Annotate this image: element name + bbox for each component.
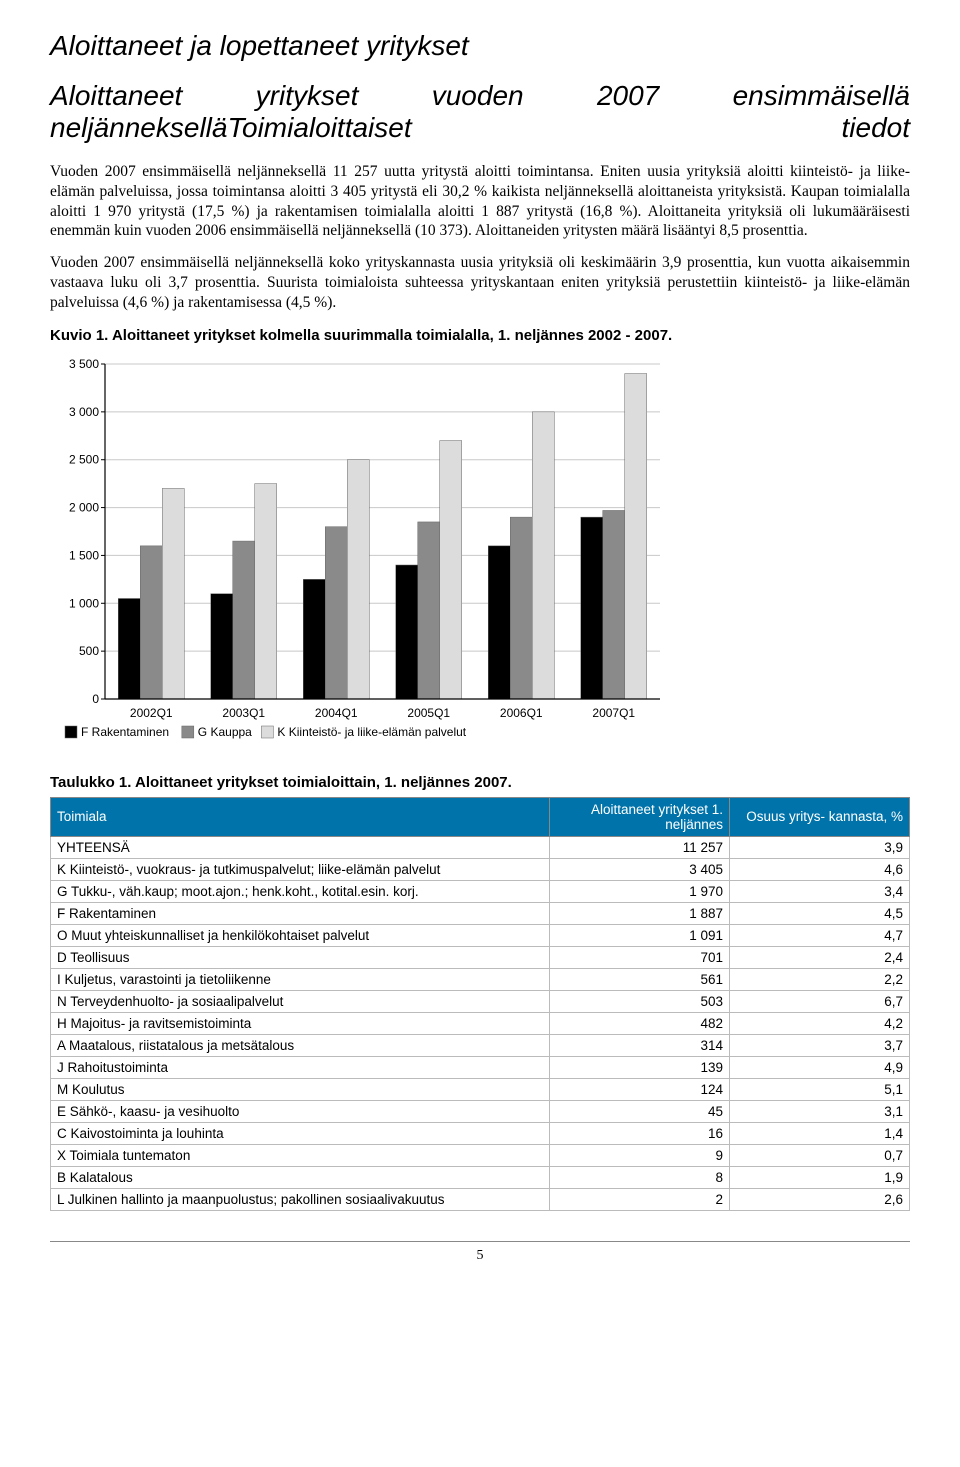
table-row: J Rahoitustoiminta1394,9 bbox=[51, 1056, 910, 1078]
table-cell: X Toimiala tuntematon bbox=[51, 1144, 550, 1166]
data-table: Toimiala Aloittaneet yritykset 1. neljän… bbox=[50, 797, 910, 1211]
table-cell: 6,7 bbox=[730, 990, 910, 1012]
table-row: M Koulutus1245,1 bbox=[51, 1078, 910, 1100]
svg-text:500: 500 bbox=[79, 644, 99, 658]
table-cell: 16 bbox=[550, 1122, 730, 1144]
table-cell: 4,9 bbox=[730, 1056, 910, 1078]
page-title: Aloittaneet ja lopettaneet yritykset bbox=[50, 30, 910, 62]
table-cell: 1 887 bbox=[550, 902, 730, 924]
table-row: K Kiinteistö-, vuokraus- ja tutkimuspalv… bbox=[51, 858, 910, 880]
svg-text:2007Q1: 2007Q1 bbox=[592, 706, 635, 720]
svg-text:2 500: 2 500 bbox=[69, 453, 99, 467]
table-cell: 9 bbox=[550, 1144, 730, 1166]
page-number: 5 bbox=[50, 1241, 910, 1264]
table-cell: N Terveydenhuolto- ja sosiaalipalvelut bbox=[51, 990, 550, 1012]
svg-text:2005Q1: 2005Q1 bbox=[407, 706, 450, 720]
table-cell: YHTEENSÄ bbox=[51, 836, 550, 858]
svg-text:K Kiinteistö- ja liike-elämän: K Kiinteistö- ja liike-elämän palvelut bbox=[277, 725, 466, 739]
svg-text:2003Q1: 2003Q1 bbox=[222, 706, 265, 720]
chart-caption: Kuvio 1. Aloittaneet yritykset kolmella … bbox=[50, 327, 910, 344]
table-cell: A Maatalous, riistatalous ja metsätalous bbox=[51, 1034, 550, 1056]
table-cell: L Julkinen hallinto ja maanpuolustus; pa… bbox=[51, 1188, 550, 1210]
svg-text:0: 0 bbox=[92, 692, 99, 706]
table-cell: 5,1 bbox=[730, 1078, 910, 1100]
table-cell: D Teollisuus bbox=[51, 946, 550, 968]
table-row: B Kalatalous81,9 bbox=[51, 1166, 910, 1188]
page-subtitle: Aloittaneet yritykset vuoden 2007 ensimm… bbox=[50, 80, 910, 144]
table-cell: 2,2 bbox=[730, 968, 910, 990]
table-cell: 2,6 bbox=[730, 1188, 910, 1210]
table-cell: O Muut yhteiskunnalliset ja henkilökohta… bbox=[51, 924, 550, 946]
table-cell: F Rakentaminen bbox=[51, 902, 550, 924]
table-cell: E Sähkö-, kaasu- ja vesihuolto bbox=[51, 1100, 550, 1122]
table-col-2: Osuus yritys- kannasta, % bbox=[730, 797, 910, 836]
svg-text:1 500: 1 500 bbox=[69, 548, 99, 562]
table-cell: 314 bbox=[550, 1034, 730, 1056]
table-row: C Kaivostoiminta ja louhinta161,4 bbox=[51, 1122, 910, 1144]
table-cell: H Majoitus- ja ravitsemistoiminta bbox=[51, 1012, 550, 1034]
table-cell: 1,9 bbox=[730, 1166, 910, 1188]
table-cell: 1 091 bbox=[550, 924, 730, 946]
svg-text:2 000: 2 000 bbox=[69, 500, 99, 514]
table-cell: 1,4 bbox=[730, 1122, 910, 1144]
svg-text:2006Q1: 2006Q1 bbox=[500, 706, 543, 720]
svg-text:G Kauppa: G Kauppa bbox=[198, 725, 252, 739]
table-row: X Toimiala tuntematon90,7 bbox=[51, 1144, 910, 1166]
table-cell: 503 bbox=[550, 990, 730, 1012]
svg-text:2004Q1: 2004Q1 bbox=[315, 706, 358, 720]
table-cell: 139 bbox=[550, 1056, 730, 1078]
table-row: I Kuljetus, varastointi ja tietoliikenne… bbox=[51, 968, 910, 990]
table-cell: 3 405 bbox=[550, 858, 730, 880]
table-cell: J Rahoitustoiminta bbox=[51, 1056, 550, 1078]
table-row: F Rakentaminen1 8874,5 bbox=[51, 902, 910, 924]
table-col-1: Aloittaneet yritykset 1. neljännes bbox=[550, 797, 730, 836]
table-cell: B Kalatalous bbox=[51, 1166, 550, 1188]
table-cell: 4,5 bbox=[730, 902, 910, 924]
table-col-0: Toimiala bbox=[51, 797, 550, 836]
table-cell: G Tukku-, väh.kaup; moot.ajon.; henk.koh… bbox=[51, 880, 550, 902]
table-row: E Sähkö-, kaasu- ja vesihuolto453,1 bbox=[51, 1100, 910, 1122]
table-cell: 482 bbox=[550, 1012, 730, 1034]
table-cell: 2,4 bbox=[730, 946, 910, 968]
table-cell: M Koulutus bbox=[51, 1078, 550, 1100]
table-caption: Taulukko 1. Aloittaneet yritykset toimia… bbox=[50, 774, 910, 791]
table-cell: 3,4 bbox=[730, 880, 910, 902]
table-row: O Muut yhteiskunnalliset ja henkilökohta… bbox=[51, 924, 910, 946]
table-row: A Maatalous, riistatalous ja metsätalous… bbox=[51, 1034, 910, 1056]
table-cell: 4,6 bbox=[730, 858, 910, 880]
table-cell: 3,1 bbox=[730, 1100, 910, 1122]
table-row: G Tukku-, väh.kaup; moot.ajon.; henk.koh… bbox=[51, 880, 910, 902]
table-cell: I Kuljetus, varastointi ja tietoliikenne bbox=[51, 968, 550, 990]
table-cell: 1 970 bbox=[550, 880, 730, 902]
table-cell: 4,7 bbox=[730, 924, 910, 946]
table-row: D Teollisuus7012,4 bbox=[51, 946, 910, 968]
svg-text:3 500: 3 500 bbox=[69, 357, 99, 371]
table-cell: 45 bbox=[550, 1100, 730, 1122]
paragraph-1: Vuoden 2007 ensimmäisellä neljänneksellä… bbox=[50, 162, 910, 241]
table-cell: 124 bbox=[550, 1078, 730, 1100]
table-cell: 561 bbox=[550, 968, 730, 990]
table-cell: 3,9 bbox=[730, 836, 910, 858]
svg-text:1 000: 1 000 bbox=[69, 596, 99, 610]
table-row: L Julkinen hallinto ja maanpuolustus; pa… bbox=[51, 1188, 910, 1210]
table-cell: 4,2 bbox=[730, 1012, 910, 1034]
bar-chart: 0 500 1 000 1 500 2 000 2 500 3 000 3 500 2002Q1… bbox=[50, 354, 670, 754]
svg-text:3 000: 3 000 bbox=[69, 405, 99, 419]
table-row: N Terveydenhuolto- ja sosiaalipalvelut50… bbox=[51, 990, 910, 1012]
table-row: H Majoitus- ja ravitsemistoiminta4824,2 bbox=[51, 1012, 910, 1034]
paragraph-2: Vuoden 2007 ensimmäisellä neljänneksellä… bbox=[50, 253, 910, 312]
table-row: YHTEENSÄ11 2573,9 bbox=[51, 836, 910, 858]
svg-text:F Rakentaminen: F Rakentaminen bbox=[81, 725, 169, 739]
table-cell: 11 257 bbox=[550, 836, 730, 858]
table-cell: 0,7 bbox=[730, 1144, 910, 1166]
table-cell: C Kaivostoiminta ja louhinta bbox=[51, 1122, 550, 1144]
table-cell: K Kiinteistö-, vuokraus- ja tutkimuspalv… bbox=[51, 858, 550, 880]
table-cell: 701 bbox=[550, 946, 730, 968]
table-cell: 8 bbox=[550, 1166, 730, 1188]
table-cell: 2 bbox=[550, 1188, 730, 1210]
table-cell: 3,7 bbox=[730, 1034, 910, 1056]
svg-text:2002Q1: 2002Q1 bbox=[130, 706, 173, 720]
